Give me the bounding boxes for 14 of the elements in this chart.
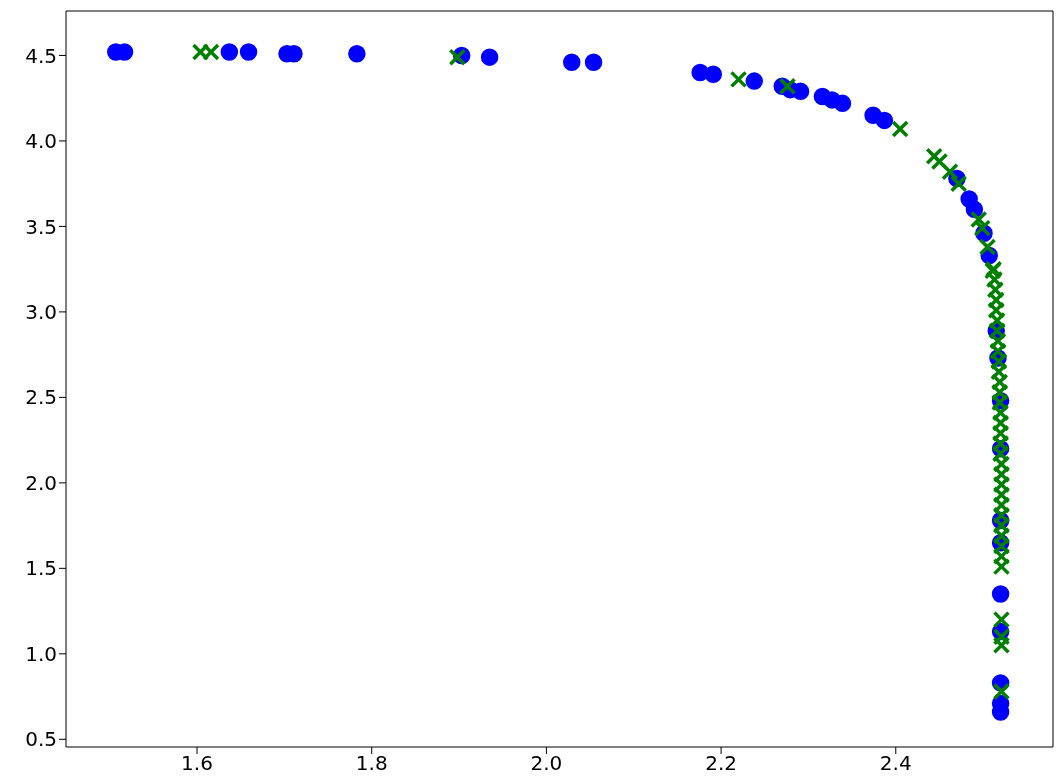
x-tick-label: 1.6: [181, 751, 213, 776]
y-tick-label: 0.5: [25, 727, 57, 752]
y-tick-label: 1.0: [25, 641, 57, 666]
y-tick-label: 3.0: [25, 300, 57, 324]
y-tick-label: 1.5: [25, 556, 57, 581]
y-tick-label: 4.5: [25, 43, 57, 68]
y-tick-label: 3.5: [25, 214, 57, 239]
x-tick-label: 2.2: [705, 751, 737, 776]
x-tick-label: 2.4: [879, 751, 912, 776]
y-tick-label: 2.0: [25, 470, 57, 495]
y-tick-label: 4.0: [25, 129, 57, 154]
y-tick-label: 2.5: [25, 385, 57, 410]
x-tick-label: 2.0: [530, 751, 563, 776]
x-tick-label: 1.8: [355, 751, 388, 776]
